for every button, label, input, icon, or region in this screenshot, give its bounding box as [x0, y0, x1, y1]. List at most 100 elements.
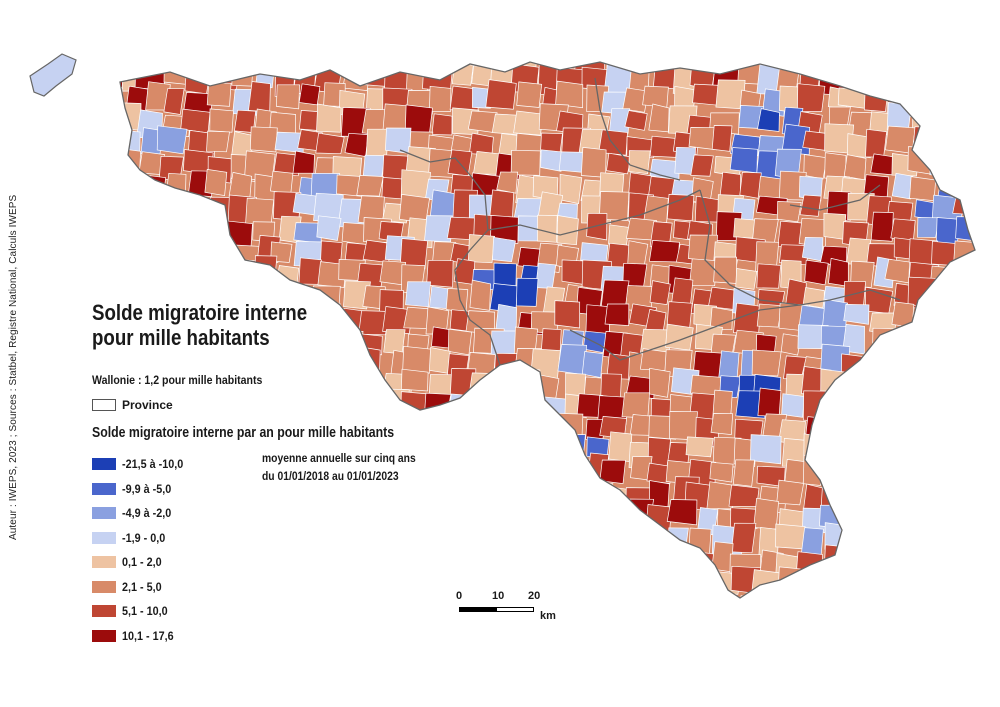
map-title: Solde migratoire interne pour mille habi… [92, 300, 373, 350]
municipality [625, 568, 651, 590]
municipality [738, 595, 764, 598]
municipality [120, 241, 151, 270]
municipality [292, 150, 315, 174]
municipality [429, 85, 452, 112]
municipality [872, 443, 896, 469]
boundary-namur-luxembourg [569, 304, 801, 361]
municipality [952, 193, 975, 216]
municipality [120, 191, 121, 221]
municipality [561, 497, 587, 529]
municipality [950, 105, 975, 128]
municipality [822, 592, 847, 598]
municipality [466, 409, 495, 440]
legend-swatch [92, 458, 116, 471]
municipality [272, 356, 295, 379]
municipality [909, 420, 939, 447]
municipality [430, 550, 459, 578]
municipality [190, 462, 215, 484]
municipality [94, 45, 116, 73]
municipality [955, 216, 975, 242]
municipality [950, 522, 975, 554]
municipality [688, 527, 712, 557]
municipality [843, 414, 870, 441]
municipality [315, 132, 345, 155]
municipality [649, 280, 671, 305]
municipality [120, 352, 127, 376]
municipality [358, 374, 384, 400]
municipality [581, 480, 614, 509]
municipality [447, 393, 479, 424]
municipality [887, 434, 911, 459]
municipality [420, 567, 452, 590]
municipality [953, 332, 975, 359]
municipality [273, 544, 302, 574]
municipality [621, 392, 650, 419]
municipality [467, 551, 491, 580]
municipality [185, 259, 217, 286]
municipality [405, 281, 431, 308]
municipality [426, 444, 449, 466]
municipality [94, 111, 120, 136]
municipality [884, 554, 915, 576]
municipality [912, 373, 941, 400]
boundary-liege-north [789, 184, 881, 211]
municipality [201, 545, 231, 572]
municipality [583, 528, 613, 555]
municipality [231, 349, 255, 373]
province-swatch [92, 399, 116, 411]
municipality [955, 278, 975, 307]
municipality [841, 353, 869, 379]
municipality [431, 62, 453, 71]
municipality [951, 573, 975, 596]
municipality [489, 189, 515, 219]
municipality [447, 458, 477, 489]
municipality [359, 571, 386, 597]
municipality [317, 375, 339, 398]
municipality [850, 260, 875, 288]
municipality [599, 459, 626, 484]
municipality [797, 83, 826, 112]
municipality [249, 126, 278, 153]
boundary-namur-liege [699, 189, 801, 306]
municipality [429, 347, 451, 374]
municipality [648, 103, 670, 133]
municipality [490, 215, 520, 244]
municipality [714, 596, 740, 598]
municipality [221, 462, 253, 493]
municipality [864, 80, 890, 112]
municipality [667, 574, 698, 598]
municipality [776, 479, 805, 506]
municipality [872, 40, 896, 60]
municipality [235, 258, 257, 287]
municipality [689, 62, 722, 67]
municipality [807, 570, 831, 598]
municipality [210, 438, 235, 468]
municipality [641, 532, 672, 556]
legend-label: 10,1 - 17,6 [122, 628, 174, 643]
municipality [424, 392, 452, 416]
municipality [844, 62, 874, 65]
municipality [891, 331, 916, 353]
municipality [779, 595, 803, 598]
municipality [382, 62, 410, 66]
municipality [559, 173, 583, 205]
municipality [433, 480, 456, 512]
municipality [865, 286, 894, 314]
municipality [870, 416, 892, 443]
municipality [205, 520, 227, 551]
municipality [823, 212, 847, 240]
municipality [609, 108, 631, 134]
municipality [203, 216, 228, 241]
municipality [358, 346, 381, 377]
municipality [532, 520, 559, 550]
municipality [889, 349, 914, 381]
municipality [673, 593, 701, 598]
municipality [471, 524, 502, 546]
municipality [208, 506, 232, 534]
municipality [886, 391, 910, 418]
municipality [891, 69, 914, 91]
municipality [935, 85, 962, 114]
municipality [904, 67, 935, 96]
municipality [335, 378, 363, 401]
